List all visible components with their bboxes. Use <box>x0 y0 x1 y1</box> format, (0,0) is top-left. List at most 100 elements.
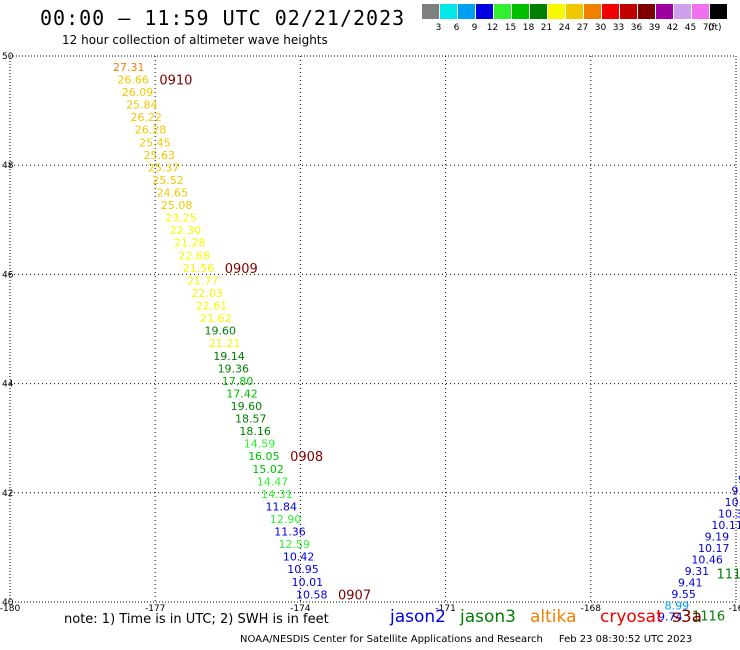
track1-swh-value: 25.63 <box>144 149 176 162</box>
track2-time-label: 1117 <box>716 568 740 583</box>
track2-swh-value: 10.46 <box>691 553 723 566</box>
legend-swatch <box>458 4 475 19</box>
track1-swh-value: 14.47 <box>257 475 289 488</box>
lat-tick-label: 48 <box>2 161 14 171</box>
legend-label: 27 <box>576 23 589 33</box>
satellite-cryosat: cryosat <box>600 607 663 627</box>
legend-swatch <box>422 4 439 19</box>
track1-swh-value: 25.84 <box>126 99 158 112</box>
track1-swh-value: 17.80 <box>222 375 254 388</box>
track1-swh-value: 19.36 <box>218 362 250 375</box>
track1-swh-value: 26.28 <box>135 124 167 137</box>
lat-tick-label: 42 <box>2 489 13 499</box>
track1-swh-value: 21.28 <box>174 237 206 250</box>
track2-swh-value: 9.31 <box>685 565 710 578</box>
credit-text: NOAA/NESDIS Center for Satellite Applica… <box>240 634 543 645</box>
credit-line: NOAA/NESDIS Center for Satellite Applica… <box>240 634 692 645</box>
track1-time-label: 0909 <box>225 262 258 277</box>
track1-swh-value: 25.52 <box>152 174 184 187</box>
track1-swh-value: 18.16 <box>239 425 271 438</box>
lat-tick-label: 46 <box>2 270 14 280</box>
legend-swatch <box>692 4 709 19</box>
track1-swh-value: 26.09 <box>122 86 154 99</box>
legend-swatch <box>656 4 673 19</box>
lon-tick-label: -16 <box>729 604 740 614</box>
legend-swatch <box>710 4 727 19</box>
lon-tick-label: -180 <box>0 604 20 614</box>
legend-swatch <box>494 4 511 19</box>
legend-swatch <box>620 4 637 19</box>
track1-swh-value: 10.58 <box>296 588 328 601</box>
legend-swatch <box>566 4 583 19</box>
track1-swh-value: 27.31 <box>113 61 145 74</box>
track2-swh-value: 10.11 <box>711 519 740 532</box>
legend-label: 70 <box>702 23 715 33</box>
track1-time-label: 0907 <box>338 588 371 603</box>
legend-swatch <box>674 4 691 19</box>
track1-swh-value: 22.61 <box>196 300 228 313</box>
legend-label: 21 <box>540 23 553 33</box>
track2-swh-value: 9 <box>738 473 740 486</box>
track1-swh-value: 22.68 <box>178 249 210 262</box>
lat-tick-label: 44 <box>2 380 14 390</box>
legend-swatch <box>638 4 655 19</box>
legend-swatch <box>530 4 547 19</box>
track2-time-label: 1116 <box>692 610 725 625</box>
track2-swh-value: 8.99 <box>665 599 690 612</box>
track1-swh-value: 23.25 <box>165 212 197 225</box>
track1-time-label: 0910 <box>159 73 192 88</box>
lat-tick-label: 50 <box>2 52 14 62</box>
track1-swh-value: 16.05 <box>248 450 279 463</box>
legend-label: 9 <box>471 23 478 33</box>
track1-swh-value: 22.03 <box>191 287 223 300</box>
track1-swh-value: 10.95 <box>287 563 319 576</box>
legend-label: 3 <box>435 23 442 33</box>
track1-swh-value: 12.90 <box>270 513 302 526</box>
legend-swatch <box>602 4 619 19</box>
legend-label: 36 <box>630 23 643 33</box>
legend-label: 24 <box>558 23 571 33</box>
legend-swatch <box>512 4 529 19</box>
footer-note: note: 1) Time is in UTC; 2) SWH is in fe… <box>64 612 329 627</box>
track1-swh-value: 11.84 <box>266 500 298 513</box>
track1-swh-value: 24.65 <box>157 187 189 200</box>
legend-label: 6 <box>453 23 460 33</box>
satellite-altika: altika <box>530 607 577 627</box>
track1-swh-value: 21.77 <box>187 274 219 287</box>
lon-tick-label: -174 <box>290 604 311 614</box>
track1-swh-value: 21.56 <box>183 262 215 275</box>
satellite-jason2: jason2 <box>390 607 446 627</box>
track1-swh-value: 10.42 <box>283 551 315 564</box>
track1-swh-value: 25.37 <box>148 161 180 174</box>
map-title: 00:00 – 11:59 UTC 02/21/2023 <box>40 6 406 30</box>
track1-swh-value: 21.62 <box>200 312 232 325</box>
map-subtitle: 12 hour collection of altimeter wave hei… <box>62 33 328 47</box>
track1-swh-value: 14.31 <box>261 488 293 501</box>
legend-label: 39 <box>648 23 661 33</box>
track1-swh-value: 26.22 <box>130 111 162 124</box>
legend-unit: (ft) <box>708 23 722 33</box>
legend-label: 15 <box>504 23 517 33</box>
track1-swh-value: 14.59 <box>244 438 276 451</box>
track2-swh-value: 9.41 <box>678 576 703 589</box>
track1-swh-value: 21.21 <box>209 337 241 350</box>
legend-label: 33 <box>612 23 625 33</box>
legend-swatch <box>476 4 493 19</box>
track1-swh-value: 25.45 <box>139 136 171 149</box>
track2-swh-value: 9. <box>731 485 740 498</box>
satellite-s3a: s3a <box>672 607 703 627</box>
track2-swh-value: 9.19 <box>705 530 730 543</box>
legend-label: 42 <box>666 23 679 33</box>
satellite-jason3: jason3 <box>460 607 516 627</box>
track2-swh-value: 10.17 <box>698 542 730 555</box>
track2-swh-value: 10.38 <box>718 508 740 521</box>
track1-swh-value: 19.14 <box>213 350 245 363</box>
plot-frame <box>9 55 737 603</box>
lon-tick-label: -171 <box>435 604 455 614</box>
track1-swh-value: 26.66 <box>117 73 149 86</box>
track1-time-label: 0908 <box>290 450 323 465</box>
lon-tick-label: -177 <box>145 604 165 614</box>
legend-label: 30 <box>594 23 607 33</box>
